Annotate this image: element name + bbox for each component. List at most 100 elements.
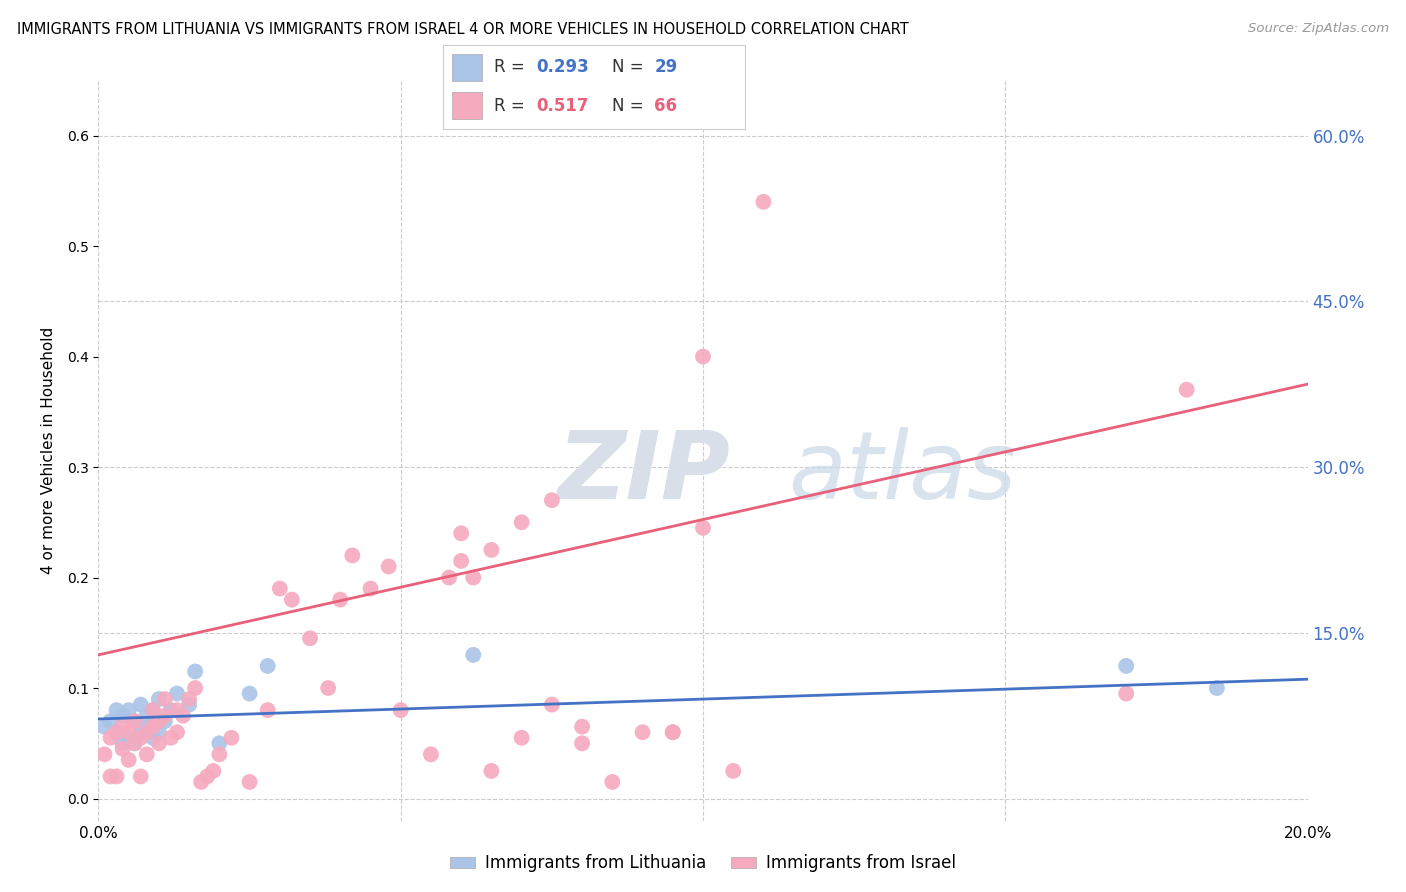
- Point: [142, 720, 165, 734]
- Point: [166, 725, 188, 739]
- Point: [111, 741, 134, 756]
- Point: [195, 769, 218, 783]
- Point: [269, 582, 291, 596]
- Point: [450, 554, 472, 568]
- Point: [105, 725, 128, 739]
- Point: [100, 731, 122, 745]
- Point: [602, 775, 624, 789]
- Point: [481, 542, 503, 557]
- Text: 0.293: 0.293: [537, 59, 589, 77]
- Text: R =: R =: [495, 59, 530, 77]
- Point: [124, 714, 146, 729]
- Point: [342, 549, 364, 563]
- Point: [571, 736, 593, 750]
- Text: Source: ZipAtlas.com: Source: ZipAtlas.com: [1249, 22, 1389, 36]
- Point: [124, 736, 146, 750]
- Point: [540, 698, 562, 712]
- Text: 0.517: 0.517: [537, 96, 589, 114]
- Text: 29: 29: [655, 59, 678, 77]
- Point: [463, 570, 485, 584]
- Point: [208, 736, 231, 750]
- Point: [281, 592, 304, 607]
- Point: [172, 708, 194, 723]
- Point: [153, 708, 176, 723]
- Point: [389, 703, 412, 717]
- Y-axis label: 4 or more Vehicles in Household: 4 or more Vehicles in Household: [41, 326, 56, 574]
- Point: [1175, 383, 1198, 397]
- Point: [256, 659, 278, 673]
- Point: [105, 703, 128, 717]
- Point: [124, 736, 146, 750]
- Text: ZIP: ZIP: [558, 426, 731, 518]
- Point: [118, 703, 141, 717]
- Point: [1115, 659, 1137, 673]
- Point: [481, 764, 503, 778]
- Point: [142, 703, 165, 717]
- Point: [239, 775, 262, 789]
- Point: [329, 592, 352, 607]
- Point: [148, 736, 170, 750]
- Point: [166, 687, 188, 701]
- Point: [93, 720, 115, 734]
- Point: [153, 714, 176, 729]
- Point: [661, 725, 683, 739]
- Point: [111, 720, 134, 734]
- Point: [360, 582, 382, 596]
- Point: [221, 731, 243, 745]
- Bar: [451, 54, 482, 81]
- Point: [299, 632, 322, 646]
- Point: [111, 736, 134, 750]
- Point: [450, 526, 472, 541]
- Point: [93, 747, 115, 762]
- Point: [100, 714, 122, 729]
- Point: [142, 703, 165, 717]
- Point: [692, 350, 714, 364]
- Point: [148, 692, 170, 706]
- Point: [179, 692, 201, 706]
- Point: [105, 725, 128, 739]
- Point: [1115, 687, 1137, 701]
- Point: [631, 725, 654, 739]
- Point: [135, 747, 157, 762]
- Point: [752, 194, 775, 209]
- Point: [661, 725, 683, 739]
- Point: [208, 747, 231, 762]
- Point: [510, 516, 533, 530]
- Point: [540, 493, 562, 508]
- Point: [571, 720, 593, 734]
- Point: [166, 703, 188, 717]
- Point: [420, 747, 443, 762]
- Point: [135, 720, 157, 734]
- Point: [124, 714, 146, 729]
- Bar: [451, 92, 482, 120]
- Text: 66: 66: [655, 96, 678, 114]
- Point: [160, 731, 183, 745]
- Point: [118, 731, 141, 745]
- Point: [437, 570, 460, 584]
- Point: [692, 521, 714, 535]
- Point: [153, 692, 176, 706]
- Point: [510, 731, 533, 745]
- Point: [118, 753, 141, 767]
- Point: [202, 764, 225, 778]
- Text: atlas: atlas: [787, 427, 1017, 518]
- Point: [377, 559, 399, 574]
- Text: N =: N =: [612, 96, 650, 114]
- Point: [142, 731, 165, 745]
- Point: [160, 703, 183, 717]
- Point: [723, 764, 745, 778]
- Point: [135, 708, 157, 723]
- Point: [184, 665, 207, 679]
- Point: [148, 714, 170, 729]
- Point: [129, 698, 152, 712]
- Point: [129, 769, 152, 783]
- Text: R =: R =: [495, 96, 530, 114]
- Point: [148, 725, 170, 739]
- Point: [100, 769, 122, 783]
- Point: [111, 708, 134, 723]
- Point: [105, 769, 128, 783]
- Point: [184, 681, 207, 695]
- Point: [463, 648, 485, 662]
- Point: [190, 775, 212, 789]
- Point: [129, 731, 152, 745]
